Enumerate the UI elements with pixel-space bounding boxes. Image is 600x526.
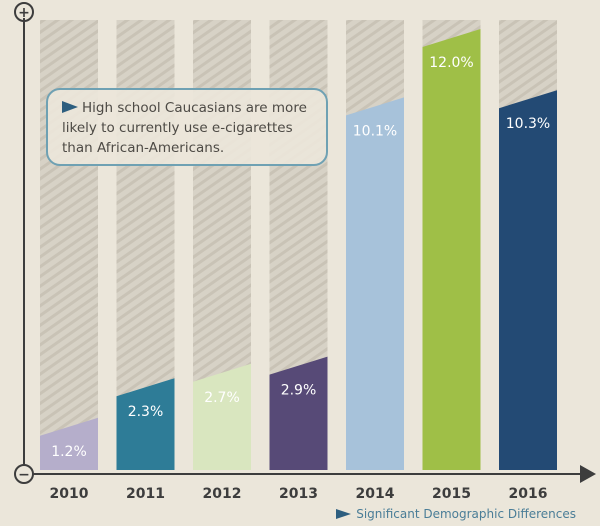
y-axis-top-marker: + [15,3,33,21]
bar-2014 [346,97,404,470]
x-tick-label-2012: 2012 [203,486,242,502]
annotation-callout: High school Caucasians are more likely t… [46,88,328,166]
bar-2015 [423,29,481,470]
x-axis-arrowhead [580,465,596,483]
y-axis-top-symbol: + [18,5,30,21]
value-label-2014: 10.1% [353,123,397,139]
value-label-2016: 10.3% [506,116,550,132]
bar-2013 [270,357,328,470]
footnote-text: Significant Demographic Differences [356,507,576,521]
x-tick-label-2011: 2011 [126,486,165,502]
bar-2012 [193,364,251,470]
y-axis-bottom-marker: − [15,465,33,483]
footnote-arrow-icon [336,509,351,519]
value-label-2013: 2.9% [281,383,317,399]
value-label-2015: 12.0% [429,55,473,71]
value-label-2010: 1.2% [51,444,87,460]
bar-2016 [499,90,557,470]
x-tick-label-2014: 2014 [356,486,395,502]
y-axis-bottom-symbol: − [18,467,30,483]
value-label-2011: 2.3% [128,404,164,420]
x-tick-label-2013: 2013 [279,486,318,502]
value-label-2012: 2.7% [204,390,240,406]
x-tick-label-2016: 2016 [509,486,548,502]
callout-text: High school Caucasians are more likely t… [62,100,307,156]
x-tick-label-2015: 2015 [432,486,471,502]
x-tick-label-2010: 2010 [50,486,89,502]
legend-footnote: Significant Demographic Differences [336,506,576,522]
callout-arrow-icon [62,101,78,113]
